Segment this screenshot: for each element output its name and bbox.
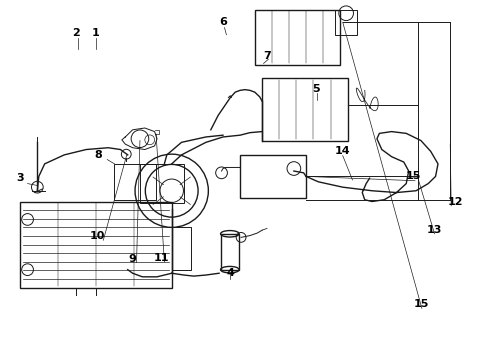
Bar	[255, 10, 340, 65]
Text: 6: 6	[219, 17, 227, 27]
Bar	[172, 226, 191, 270]
Bar	[335, 10, 357, 35]
Text: 9: 9	[129, 254, 137, 264]
Text: 11: 11	[153, 253, 169, 263]
Text: 7: 7	[263, 51, 271, 61]
Text: 15: 15	[406, 171, 421, 181]
Text: 12: 12	[447, 197, 463, 207]
Bar	[20, 202, 172, 288]
Text: 15: 15	[413, 299, 429, 309]
Text: 2: 2	[73, 28, 80, 38]
Bar	[140, 164, 184, 203]
Text: 3: 3	[17, 173, 24, 183]
Bar	[240, 155, 306, 198]
Text: 5: 5	[312, 84, 319, 94]
Text: 14: 14	[335, 146, 350, 156]
Bar	[220, 234, 239, 270]
Text: 8: 8	[95, 150, 102, 160]
Bar	[262, 78, 347, 140]
Text: 1: 1	[92, 28, 100, 38]
Text: 13: 13	[427, 225, 442, 235]
Text: 10: 10	[90, 231, 105, 240]
Bar	[114, 164, 156, 200]
Text: 4: 4	[226, 268, 234, 278]
